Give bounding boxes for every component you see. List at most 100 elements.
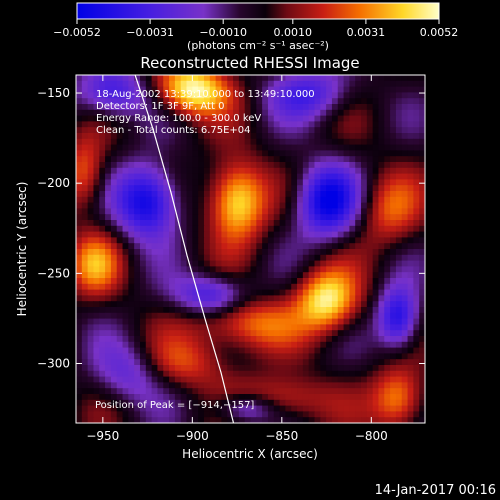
heatmap-cell — [76, 376, 83, 383]
heatmap-cell — [227, 394, 234, 401]
heatmap-cell — [134, 237, 141, 244]
heatmap-cell — [326, 80, 333, 88]
heatmap-cell — [419, 98, 425, 105]
heatmap-cell — [378, 243, 385, 250]
heatmap-cell — [395, 231, 403, 238]
heatmap-cell — [279, 179, 286, 186]
heatmap-cell — [151, 144, 159, 151]
heatmap-cell — [343, 167, 350, 175]
heatmap-cell — [384, 365, 391, 372]
heatmap-cell — [215, 98, 223, 105]
heatmap-cell — [105, 376, 112, 383]
heatmap-cell — [384, 80, 391, 88]
heatmap-cell — [203, 289, 211, 296]
heatmap-cell — [413, 272, 420, 279]
heatmap-cell — [331, 98, 339, 105]
heatmap-cell — [233, 156, 240, 163]
heatmap-cell — [169, 330, 176, 337]
heatmap-cell — [372, 162, 380, 169]
heatmap-cell — [302, 115, 310, 122]
heatmap-cell — [337, 173, 345, 180]
heatmap-cell — [110, 266, 118, 273]
heatmap-cell — [331, 312, 339, 320]
heatmap-cell — [314, 196, 321, 204]
heatmap-cell — [320, 75, 327, 82]
heatmap-cell — [401, 353, 409, 360]
heatmap-cell — [93, 86, 100, 93]
heatmap-cell — [273, 388, 281, 395]
heatmap-cell — [273, 260, 281, 267]
heatmap-cell — [390, 162, 397, 169]
heatmap-cell — [174, 318, 182, 325]
heatmap-cell — [401, 278, 409, 285]
heatmap-cell — [291, 312, 298, 320]
heatmap-cell — [361, 399, 368, 407]
heatmap-cell — [297, 370, 304, 378]
heatmap-cell — [163, 341, 170, 349]
heatmap-cell — [361, 394, 368, 401]
heatmap-cell — [372, 156, 380, 163]
heatmap-cell — [314, 260, 321, 267]
heatmap-cell — [279, 214, 286, 221]
heatmap-cell — [407, 80, 414, 88]
heatmap-cell — [145, 214, 153, 221]
heatmap-cell — [139, 365, 147, 372]
heatmap-cell — [134, 318, 141, 325]
heatmap-cell — [372, 394, 380, 401]
heatmap-cell — [361, 249, 368, 256]
heatmap-cell — [151, 220, 159, 227]
heatmap-cell — [105, 214, 112, 221]
heatmap-cell — [221, 330, 228, 337]
heatmap-cell — [273, 225, 281, 233]
heatmap-cell — [151, 382, 159, 389]
heatmap-cell — [227, 382, 234, 389]
heatmap-cell — [180, 162, 188, 169]
heatmap-cell — [390, 173, 397, 180]
heatmap-cell — [320, 370, 327, 378]
heatmap-cell — [203, 405, 211, 412]
heatmap-cell — [267, 394, 275, 401]
heatmap-cell — [99, 353, 106, 360]
heatmap-cell — [233, 208, 240, 215]
heatmap-cell — [99, 92, 106, 99]
annotation-line: Clean - Total counts: 6.75E+04 — [96, 125, 251, 136]
heatmap-cell — [76, 109, 83, 117]
heatmap-cell — [308, 191, 316, 198]
heatmap-cell — [401, 121, 409, 128]
heatmap-cell — [169, 231, 176, 238]
heatmap-cell — [128, 173, 135, 180]
heatmap-cell — [134, 417, 141, 423]
heatmap-cell — [81, 179, 89, 186]
heatmap-cell — [361, 220, 368, 227]
heatmap-cell — [291, 220, 298, 227]
heatmap-cell — [215, 150, 223, 157]
heatmap-cell — [326, 179, 333, 186]
heatmap-cell — [128, 336, 135, 343]
heatmap-cell — [273, 376, 281, 383]
heatmap-cell — [128, 370, 135, 378]
heatmap-cell — [157, 75, 164, 82]
heatmap-cell — [145, 307, 153, 314]
heatmap-cell — [343, 249, 350, 256]
heatmap-cell — [384, 388, 391, 395]
heatmap-cell — [209, 127, 217, 134]
heatmap-cell — [233, 185, 240, 192]
heatmap-cell — [186, 202, 193, 209]
heatmap-cell — [355, 330, 362, 337]
heatmap-cell — [163, 75, 170, 82]
heatmap-cell — [262, 162, 269, 169]
heatmap-cell — [419, 417, 425, 423]
heatmap-cell — [331, 162, 339, 169]
heatmap-cell — [262, 196, 269, 204]
heatmap-cell — [361, 318, 368, 325]
heatmap-cell — [331, 370, 339, 378]
heatmap-cell — [390, 318, 397, 325]
heatmap-cell — [244, 405, 252, 412]
heatmap-cell — [198, 109, 205, 117]
heatmap-cell — [105, 353, 112, 360]
heatmap-cell — [122, 312, 129, 320]
heatmap-cell — [314, 376, 321, 383]
heatmap-cell — [145, 353, 153, 360]
heatmap-cell — [169, 173, 176, 180]
heatmap-cell — [279, 370, 286, 378]
